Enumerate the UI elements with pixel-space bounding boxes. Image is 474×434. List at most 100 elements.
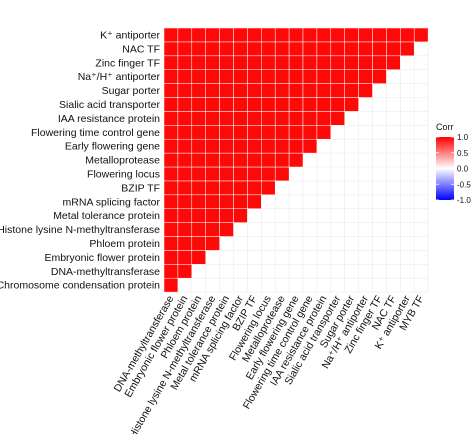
heatmap-cell [247, 194, 262, 209]
heatmap-cell [177, 97, 193, 112]
heatmap-cell [163, 41, 179, 57]
heatmap-cell [316, 41, 332, 57]
heatmap-cell [219, 138, 234, 154]
heatmap-cell [233, 152, 248, 168]
heatmap-cell [163, 264, 179, 279]
heatmap-cell [288, 152, 304, 168]
heatmap-cell [274, 69, 290, 84]
heatmap-cell [344, 41, 359, 57]
y-tick-label: Na⁺/H⁺ antiporter [78, 71, 161, 83]
y-tick-label: Sialic acid transporter [59, 99, 160, 111]
heatmap-cell [330, 55, 345, 70]
y-tick-label: Flowering locus [87, 168, 160, 180]
heatmap-cell [233, 41, 248, 57]
heatmap-cell [219, 152, 234, 168]
heatmap-cell [205, 208, 220, 223]
heatmap-cell [302, 125, 318, 140]
heatmap-cell [205, 138, 220, 154]
heatmap-cell [233, 180, 248, 196]
heatmap-cell [330, 97, 345, 112]
y-tick-label: Metal tolerance protein [53, 210, 160, 222]
y-tick-label: mRNA splicing factor [63, 196, 161, 208]
heatmap-cell [163, 222, 179, 237]
heatmap-cell [288, 27, 304, 43]
heatmap-cell [191, 138, 206, 154]
y-axis-labels: Chromosome condensation protein DNA-methy… [0, 29, 160, 291]
y-tick-label: NAC TF [122, 43, 160, 55]
heatmap-cell [205, 125, 220, 140]
heatmap-cell [316, 97, 332, 112]
heatmap-cell [163, 180, 179, 196]
color-legend: Corr 1.0 0.5 0.0 -0.5 -1.0 [436, 122, 471, 205]
heatmap-cell [274, 27, 290, 43]
legend-tick-label: 0.0 [457, 165, 469, 174]
heatmap-cell [274, 125, 290, 140]
heatmap-cell [288, 83, 304, 98]
heatmap-cell [288, 111, 304, 126]
heatmap-cell [372, 55, 387, 70]
heatmap-cell [330, 111, 345, 126]
heatmap-cell [191, 83, 206, 98]
heatmap-cell [261, 83, 276, 98]
heatmap-cell [177, 194, 193, 209]
heatmap-cell [247, 152, 262, 168]
heatmap-cell [163, 97, 179, 112]
heatmap-cell [205, 111, 220, 126]
heatmap-cell [191, 222, 206, 237]
legend-colorbar [436, 137, 454, 200]
heatmap-cell [274, 83, 290, 98]
heatmap-cell [163, 166, 179, 182]
heatmap-cell [233, 125, 248, 140]
heatmap-cell [261, 55, 276, 70]
heatmap-cell [316, 111, 332, 126]
heatmap-cell [344, 69, 359, 84]
heatmap-cell [191, 55, 206, 70]
heatmap-cell [191, 27, 206, 43]
heatmap-cell [233, 97, 248, 112]
y-tick-label: Phloem protein [89, 238, 160, 250]
heatmap-cell [177, 125, 193, 140]
heatmap-cell [163, 277, 179, 293]
heatmap-cell [177, 55, 193, 70]
heatmap-cell [358, 69, 373, 84]
heatmap-cell [163, 152, 179, 168]
heatmap-cell [247, 166, 262, 182]
heatmap-cell [288, 41, 304, 57]
heatmap-cell [205, 97, 220, 112]
heatmap-cell [302, 83, 318, 98]
heatmap-cell [261, 125, 276, 140]
heatmap-cell [219, 97, 234, 112]
heatmap-cell [191, 250, 206, 265]
heatmap-cell [219, 222, 234, 237]
heatmap-cell [274, 97, 290, 112]
legend-tick-label: 1.0 [457, 133, 469, 142]
heatmap-cell [219, 41, 234, 57]
heatmap-cell [261, 111, 276, 126]
heatmap-cell [177, 138, 193, 154]
heatmap-cell [205, 41, 220, 57]
heatmap-cell [302, 97, 318, 112]
heatmap-cell [205, 194, 220, 209]
heatmap-cell [274, 138, 290, 154]
heatmap-cell [261, 97, 276, 112]
heatmap-cell [302, 138, 318, 154]
y-tick-label: IAA resistance protein [58, 113, 160, 125]
heatmap-cell [261, 27, 276, 43]
heatmap-cell [177, 111, 193, 126]
heatmap-cell [330, 27, 345, 43]
heatmap-cell [247, 69, 262, 84]
y-tick-label: BZIP TF [121, 182, 160, 194]
heatmap-cell [274, 152, 290, 168]
heatmap-cell [386, 55, 401, 70]
heatmap-cell [233, 194, 248, 209]
heatmap-cell [205, 152, 220, 168]
legend-tick-label: -0.5 [457, 180, 471, 189]
heatmap-cell [177, 83, 193, 98]
heatmap-cell [330, 69, 345, 84]
heatmap-cell [302, 27, 318, 43]
heatmap-cell [191, 166, 206, 182]
heatmap-cell [191, 180, 206, 196]
heatmap-cell [316, 69, 332, 84]
heatmap-cell [316, 27, 332, 43]
heatmap-cell [177, 166, 193, 182]
